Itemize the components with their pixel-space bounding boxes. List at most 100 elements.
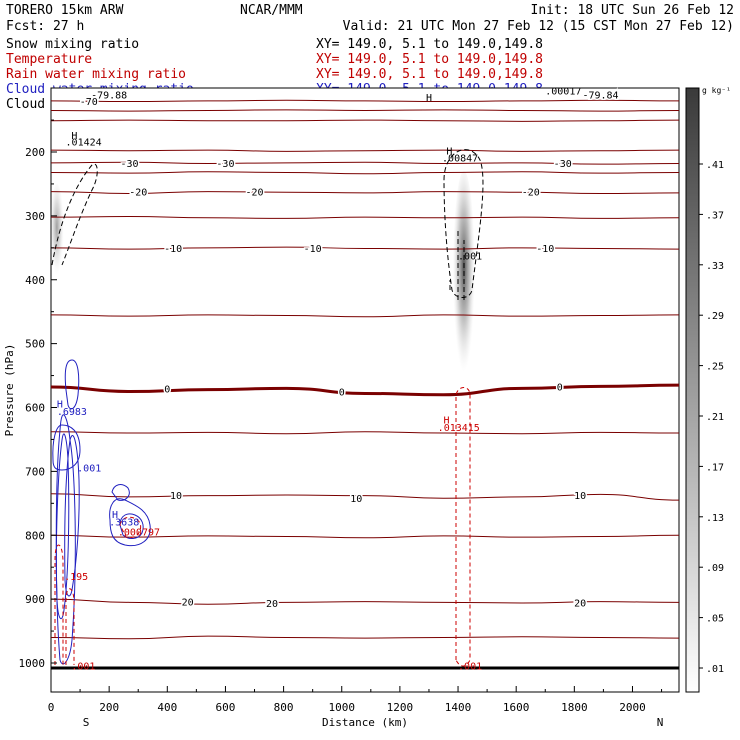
contour-label: -79.84 xyxy=(582,91,618,102)
contour-label: -10 xyxy=(164,244,182,255)
extremum-label: .001 xyxy=(71,661,95,672)
contour-labels: -79.88 -79.84 -70 -30 -30 -30 -20 -20 -20 -10 -10 -… xyxy=(78,89,620,611)
contour-label: 10 xyxy=(350,494,362,505)
temperature-contour xyxy=(50,99,680,103)
extremum-label: .001 xyxy=(77,463,101,474)
extremum-label: H xyxy=(444,415,450,426)
contour-label: -20 xyxy=(245,188,263,199)
temperature-contour xyxy=(50,383,680,397)
extremum-label: H xyxy=(426,93,432,104)
contour-label: 20 xyxy=(266,599,278,610)
extrema-labels: H.01424H.00847.001H.00017H.6983.001H.363… xyxy=(57,87,582,673)
contour-label: 0 xyxy=(164,384,170,395)
x-tick-label: 1000 xyxy=(328,701,355,714)
temperature-contour xyxy=(50,191,680,195)
extremum-label: .001 xyxy=(458,251,482,262)
cloud-ice-contour xyxy=(51,163,98,266)
contour-label: 20 xyxy=(182,598,194,609)
field-section: XY= 149.0, 5.1 to 149.0,149.8 xyxy=(316,52,543,67)
extremum-label: .6983 xyxy=(57,407,87,418)
field-name: Rain water mixing ratio xyxy=(6,67,186,82)
cloud-water-contour xyxy=(119,513,144,539)
x-tick-label: 1400 xyxy=(445,701,472,714)
cloud-ice-contour xyxy=(449,230,465,300)
y-tick-label: 300 xyxy=(25,210,45,223)
contour-label: -30 xyxy=(120,159,138,170)
valid-time: Valid: 21 UTC Mon 27 Feb 12 (15 CST Mon … xyxy=(343,19,734,34)
extremum-label: .01424 xyxy=(66,138,102,149)
rain-contour xyxy=(54,544,64,665)
temperature-contour xyxy=(50,314,680,318)
contour-label: -20 xyxy=(129,188,147,199)
x-axis-end-label: N xyxy=(657,716,664,729)
extremum-label: .00017 xyxy=(545,87,581,98)
x-tick-label: 400 xyxy=(157,701,177,714)
contour-label: 0 xyxy=(557,382,563,393)
temperature-contour xyxy=(50,431,680,435)
contour-label: -10 xyxy=(304,244,322,255)
x-tick-label: 1600 xyxy=(503,701,530,714)
extremum-label: .3638 xyxy=(109,518,139,529)
x-axis-title: Distance (km) xyxy=(322,716,408,729)
field-section: XY= 149.0, 5.1 to 149.0,149.8 xyxy=(316,67,543,82)
rain-contour xyxy=(65,588,75,665)
field-name: Snow mixing ratio xyxy=(6,37,139,52)
colorbar-tick-label: .01 xyxy=(706,664,724,675)
temperature-contour xyxy=(50,635,680,640)
x-axis-start-label: S xyxy=(83,716,90,729)
cloud-ice-contours xyxy=(51,149,484,300)
snow-shading-area xyxy=(452,171,475,382)
colorbar-tick-label: .33 xyxy=(706,261,724,272)
colorbar-ramp xyxy=(685,87,700,693)
y-tick-label: 400 xyxy=(25,274,45,287)
extremum-label: H xyxy=(446,147,452,158)
temperature-contour xyxy=(50,119,680,122)
contour-label: 0 xyxy=(339,388,345,399)
contour-label: -30 xyxy=(216,159,234,170)
temperature-contour xyxy=(50,493,680,501)
y-axis: 200 300 400 500 600 700 800 900 1000 xyxy=(19,119,57,670)
temperature-contour xyxy=(50,171,680,175)
contour-label: -10 xyxy=(536,244,554,255)
colorbar-tick-label: .29 xyxy=(706,311,724,322)
rain-contour xyxy=(455,387,471,667)
extremum-label: .013415 xyxy=(438,423,480,434)
extremum-label: .000797 xyxy=(118,527,160,538)
extremum-label: H xyxy=(112,510,118,521)
field-name: Temperature xyxy=(6,52,92,67)
contour-label: -70 xyxy=(80,97,98,108)
cloud-water-contour xyxy=(111,484,130,501)
colorbar-tick-label: .21 xyxy=(706,412,724,423)
plot-area: -79.88 -79.84 -70 -30 -30 -30 -20 -20 -20 -10 -10 -… xyxy=(49,87,680,693)
colorbar-tick-label: .09 xyxy=(706,563,724,574)
temperature-contour xyxy=(50,149,680,152)
x-tick-label: 1200 xyxy=(387,701,414,714)
temperature-contour xyxy=(50,598,680,605)
y-axis-title: Pressure (hPa) xyxy=(3,344,16,437)
y-tick-label: 900 xyxy=(25,593,45,606)
contour-label: 20 xyxy=(574,598,586,609)
temperature-contour xyxy=(50,109,680,112)
colorbar-tick-label: .37 xyxy=(706,210,724,221)
contour-label: -20 xyxy=(522,188,540,199)
y-tick-label: 600 xyxy=(25,402,45,415)
x-axis: 0 200 400 600 800 1000 1200 1400 1600 1800 2000 xyxy=(48,686,663,714)
x-tick-label: 600 xyxy=(216,701,236,714)
org-label: NCAR/MMM xyxy=(240,3,303,18)
contour-label: -30 xyxy=(554,159,572,170)
extremum-label: .001 xyxy=(458,661,482,672)
temperature-contours xyxy=(50,99,680,640)
extremum-label: .195 xyxy=(64,572,88,583)
cloud-ice-contour xyxy=(443,149,484,298)
colorbar-tick-label: .41 xyxy=(706,160,724,171)
x-tick-label: 2000 xyxy=(619,701,646,714)
colorbar-tick-label: .25 xyxy=(706,362,724,373)
cloud-water-contour xyxy=(52,424,81,471)
extremum-label: H xyxy=(57,400,63,411)
colorbar-tick-label: .05 xyxy=(706,614,724,625)
contour-label: 10 xyxy=(170,491,182,502)
extremum-label: .00847 xyxy=(442,154,478,165)
y-tick-label: 700 xyxy=(25,465,45,478)
rain-contour xyxy=(119,516,142,539)
extremum-label: H xyxy=(71,131,77,142)
